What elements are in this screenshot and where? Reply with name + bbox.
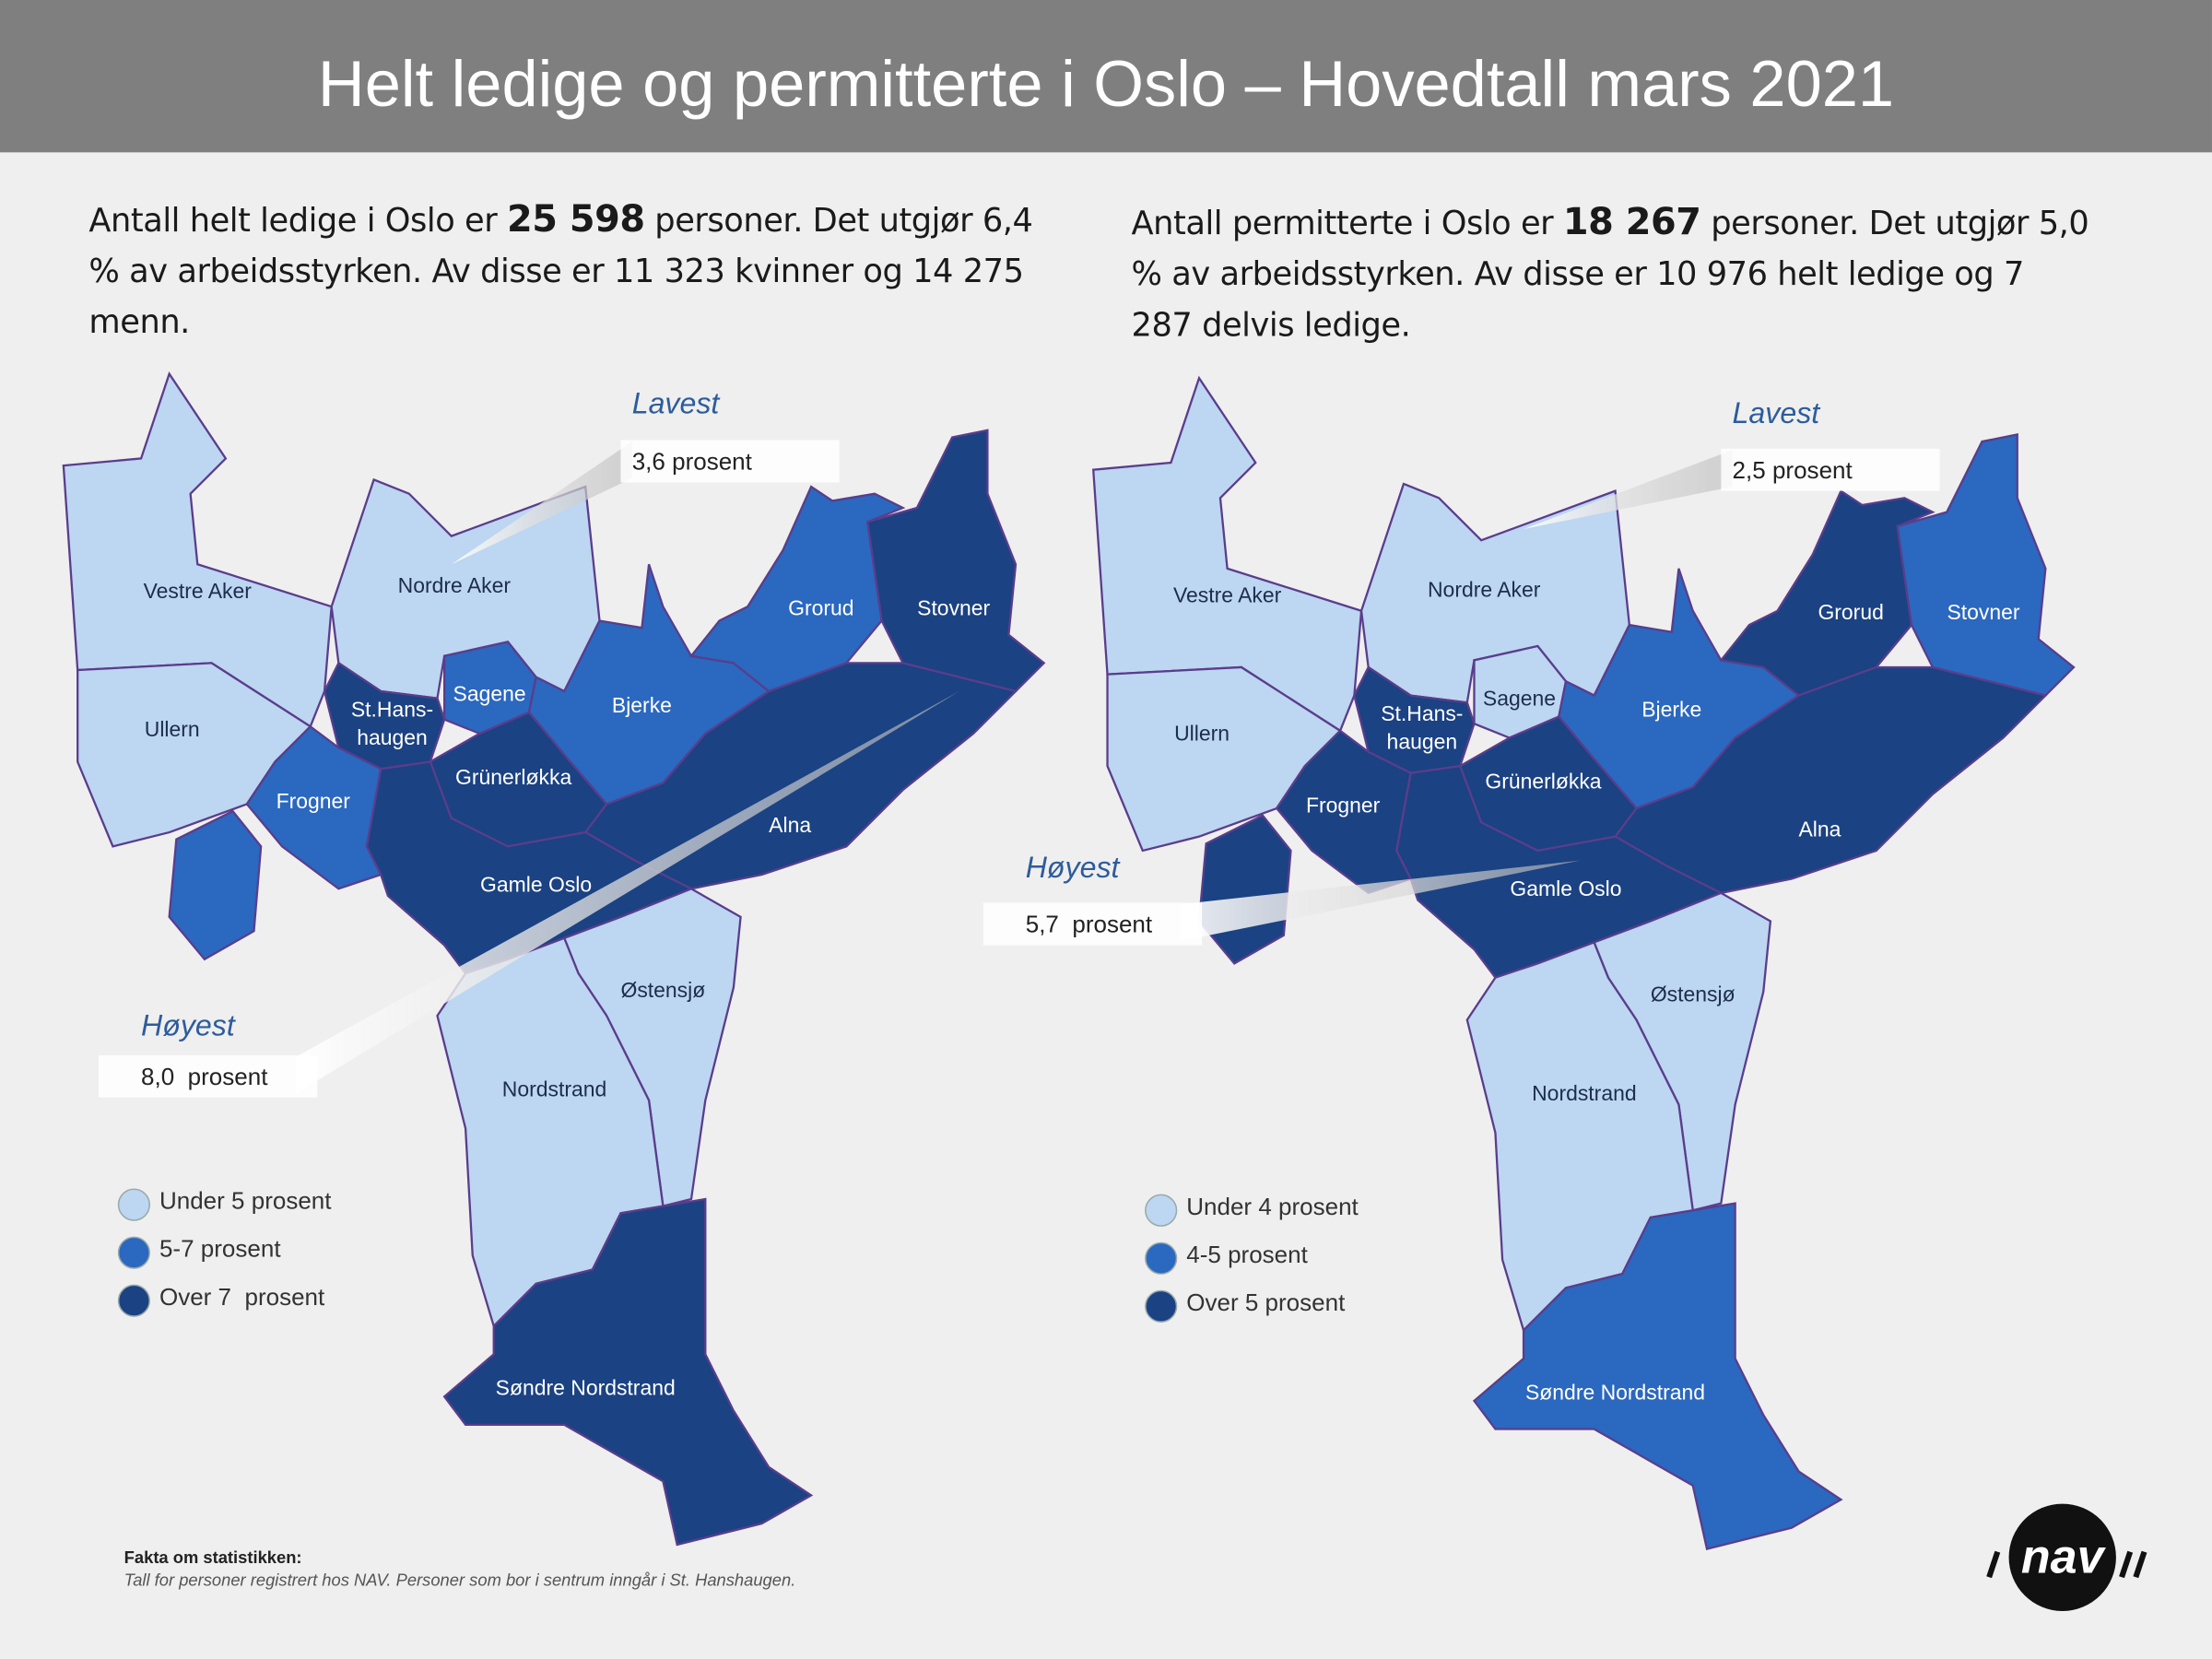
- callout-box: [982, 902, 1203, 946]
- legend-label: Over 5 prosent: [1186, 1288, 1346, 1316]
- district: [168, 809, 263, 961]
- legend-label: 4-5 prosent: [1186, 1241, 1308, 1268]
- footer-heading: Fakta om statistikken:: [124, 1547, 302, 1567]
- district-label: Bjerke: [612, 693, 672, 717]
- district-label: Nordstrand: [1532, 1081, 1636, 1105]
- district-label: Vestre Aker: [1173, 583, 1282, 607]
- district-label: Sagene: [1483, 686, 1556, 710]
- legend-swatch: [117, 1284, 151, 1317]
- callout-value: 2,5 prosent: [1733, 456, 1853, 484]
- district-label: Vestre Aker: [144, 579, 253, 603]
- logo-slash: [2133, 1550, 2147, 1579]
- legend-label: Under 4 prosent: [1186, 1193, 1359, 1220]
- district: [1197, 814, 1292, 965]
- intro-number: 18 267: [1562, 201, 1701, 244]
- district-label: Grünerløkka: [1485, 770, 1601, 794]
- callout-heading: Høyest: [141, 1008, 237, 1041]
- callout-heading: Høyest: [1026, 851, 1122, 884]
- intro-text: Antall permitterte i Oslo er: [1131, 206, 1563, 243]
- intro-number: 25 598: [507, 198, 645, 241]
- callout-heading: Lavest: [632, 386, 722, 419]
- district-label: Grorud: [788, 595, 853, 619]
- district: [245, 724, 382, 890]
- legend-label: Over 7 prosent: [159, 1283, 325, 1311]
- callout-pointer: [1181, 860, 1581, 941]
- district-label: Grorud: [1818, 600, 1883, 624]
- callout-box: [99, 1054, 318, 1098]
- district-label: Alna: [1799, 818, 1841, 841]
- logo: nav: [1986, 1503, 2147, 1611]
- map: Vestre Aker Ullern Nordre Aker Sagene St.Han…: [1091, 375, 2076, 1550]
- callout-box: [620, 440, 840, 483]
- district: [1896, 433, 2076, 697]
- district-label: Ullern: [145, 717, 200, 741]
- intro-text: personer. Det utgjør 5,0 % av arbeidssty…: [1131, 206, 2089, 345]
- district: [1472, 1202, 1843, 1550]
- callout-value: 3,6 prosent: [632, 448, 753, 476]
- district-label: Bjerke: [1641, 698, 1701, 722]
- district-label: Nordre Aker: [398, 573, 512, 597]
- district-label: Østensjø: [1651, 982, 1735, 1006]
- district: [688, 485, 906, 693]
- district: [442, 1197, 814, 1547]
- intro-text: Antall helt ledige i Oslo er: [88, 203, 508, 241]
- district-label: Stovner: [1947, 600, 2019, 624]
- title: Helt ledige og permitterte i Oslo – Hove…: [317, 46, 1895, 121]
- district-label: St.Hans-haugen: [1381, 701, 1463, 754]
- district-label: Stovner: [917, 595, 990, 619]
- legend-swatch: [1145, 1194, 1178, 1227]
- logo-circle: [2008, 1503, 2116, 1611]
- legend-label: Under 5 prosent: [159, 1187, 332, 1215]
- district-label: Frogner: [1306, 794, 1381, 818]
- callout-value: 8,0 prosent: [141, 1063, 268, 1090]
- map: Vestre Aker Ullern Nordre Aker Sagene St.Han…: [62, 371, 1046, 1547]
- legend-swatch: [117, 1236, 151, 1269]
- footer-text: Tall for personer registrert hos NAV. Pe…: [124, 1570, 796, 1589]
- title-bar: Helt ledige og permitterte i Oslo – Hove…: [0, 0, 2212, 153]
- district-label-line: St.Hans-: [1381, 701, 1463, 725]
- logo-slash: [1986, 1550, 2001, 1579]
- district-label: Nordstrand: [502, 1077, 606, 1100]
- district-label: Søndre Nordstrand: [496, 1376, 676, 1400]
- district-label: Østensjø: [620, 978, 705, 1002]
- legend-label: 5-7 prosent: [159, 1235, 281, 1263]
- district-label: Sagene: [453, 682, 526, 706]
- district-label: Søndre Nordstrand: [1525, 1380, 1705, 1404]
- district-label: Grünerløkka: [455, 765, 571, 789]
- logo-text: nav: [2021, 1531, 2107, 1584]
- district-label-line: St.Hans-: [351, 698, 433, 722]
- intro-right: Antall permitterte i Oslo er 18 267 pers…: [1132, 197, 2091, 351]
- callout-pointer: [296, 690, 959, 1094]
- district: [1719, 488, 1936, 697]
- callout-heading: Lavest: [1733, 396, 1822, 429]
- legend-swatch: [117, 1188, 151, 1221]
- district: [866, 429, 1046, 693]
- logo-slash: [2119, 1550, 2134, 1579]
- district-label: Frogner: [276, 789, 351, 813]
- district-label-line: haugen: [1387, 730, 1458, 754]
- legend-swatch: [1145, 1241, 1178, 1275]
- callout-value: 5,7 prosent: [1026, 911, 1153, 938]
- callout-box: [1721, 448, 1940, 491]
- district-label: Ullern: [1174, 722, 1230, 746]
- district-label: Nordre Aker: [1428, 577, 1541, 601]
- district-label-line: haugen: [357, 725, 428, 749]
- district-label: Gamle Oslo: [1510, 877, 1621, 900]
- district-label: St.Hans-haugen: [351, 698, 433, 750]
- district-label: Alna: [769, 813, 811, 837]
- intro-left: Antall helt ledige i Oslo er 25 598 pers…: [88, 194, 1048, 348]
- intro-text: personer. Det utgjør 6,4 % av arbeidssty…: [88, 203, 1033, 342]
- district-label: Gamle Oslo: [480, 872, 592, 896]
- legend-swatch: [1145, 1289, 1178, 1323]
